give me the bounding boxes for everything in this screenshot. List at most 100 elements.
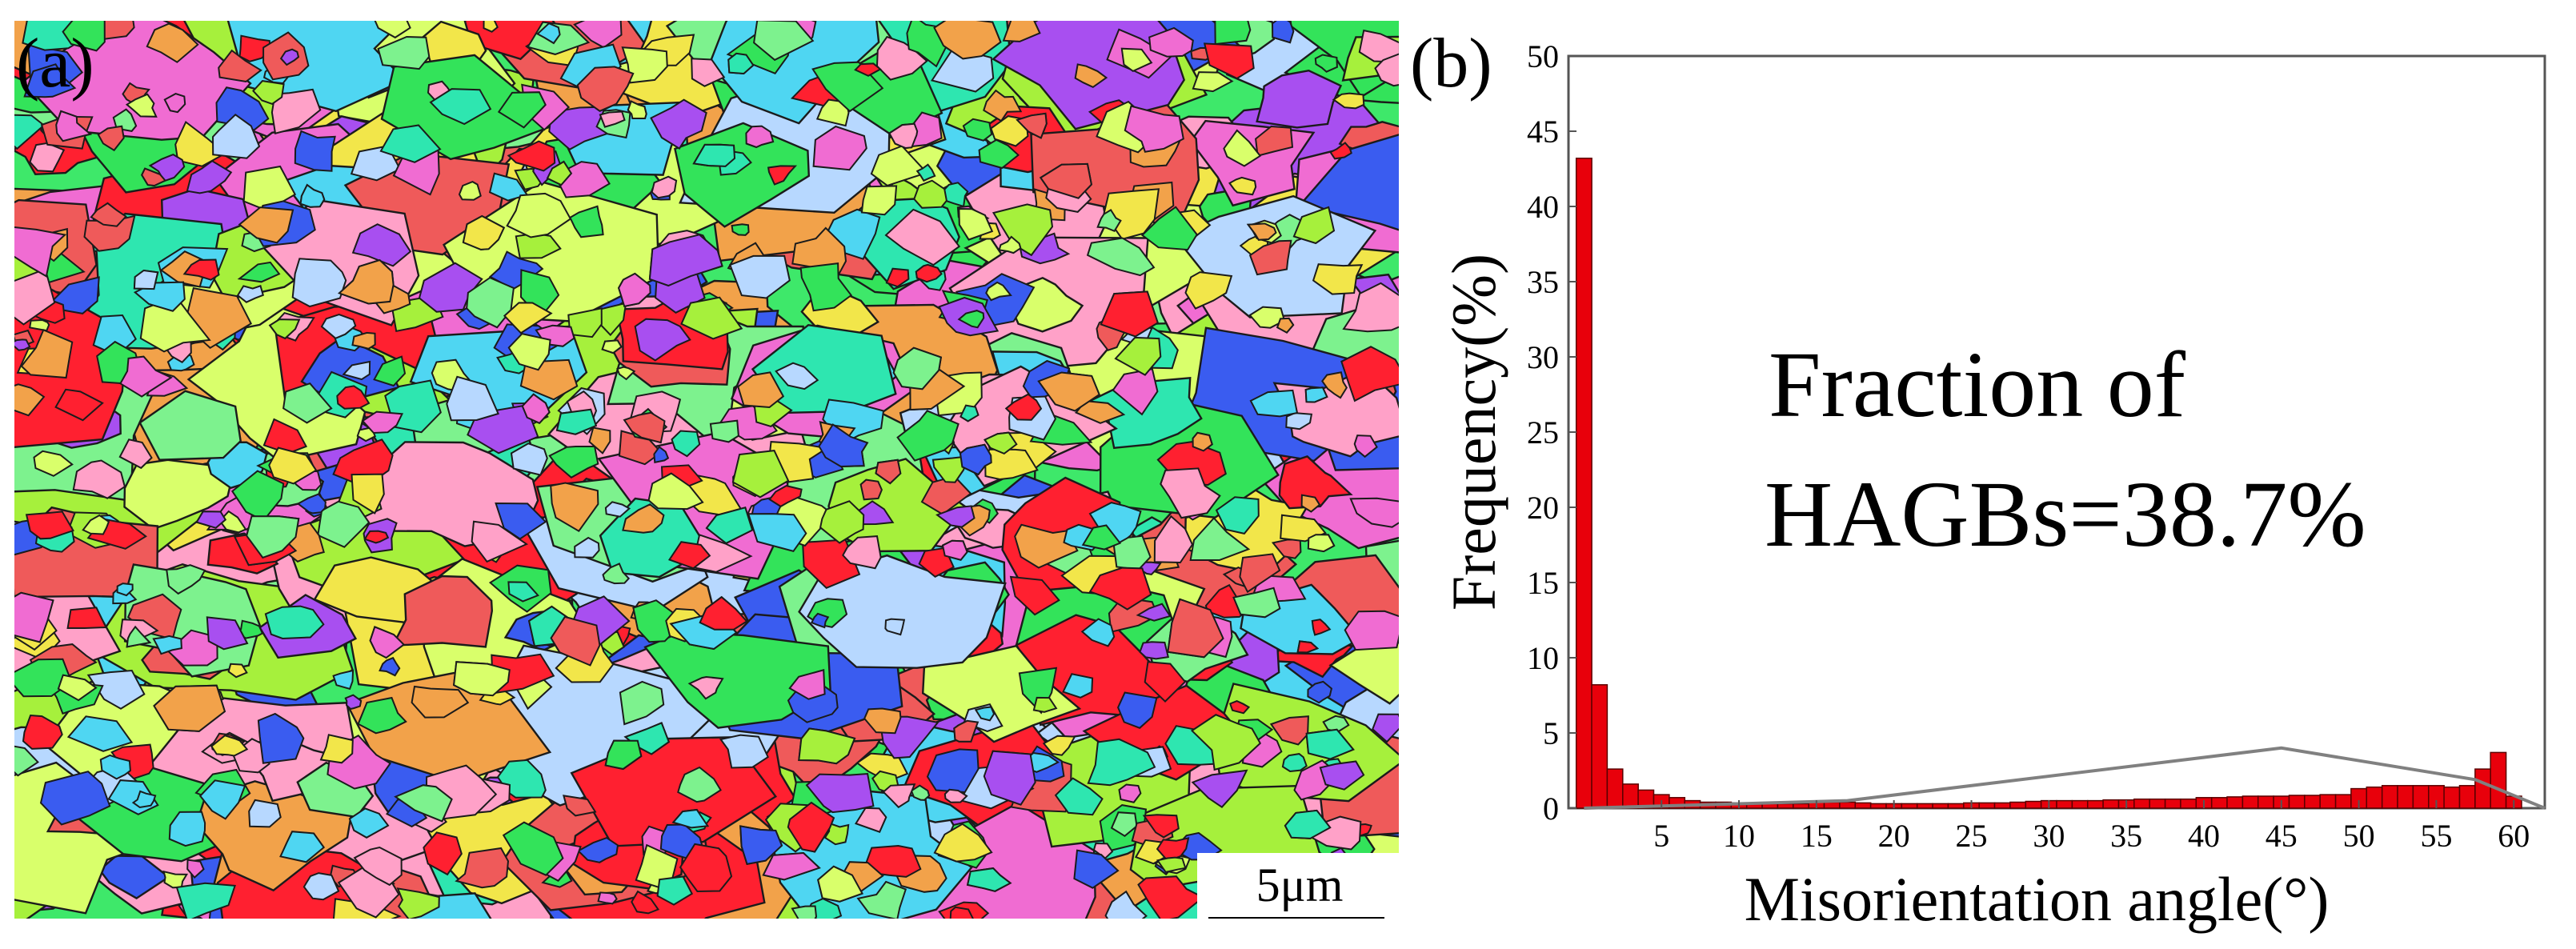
- grain: [351, 223, 412, 267]
- histogram-bar: [1793, 803, 1809, 809]
- grain: [546, 160, 573, 186]
- histogram-bar: [1823, 801, 1841, 809]
- grain: [351, 331, 376, 350]
- grain: [691, 58, 726, 87]
- grain: [882, 783, 916, 809]
- histogram-bar: [1869, 803, 1887, 809]
- grain: [705, 507, 754, 545]
- grain: [631, 890, 660, 915]
- grain: [152, 635, 182, 655]
- grain: [1009, 575, 1060, 616]
- histogram-bar: [2071, 799, 2089, 809]
- scale-bar-label: 5μm: [1256, 859, 1344, 911]
- grain: [622, 503, 665, 534]
- grain: [1328, 640, 1399, 705]
- grain: [1228, 176, 1257, 196]
- grain: [141, 167, 167, 187]
- grain: [941, 539, 968, 561]
- y-tick-label: 45: [1527, 114, 1559, 150]
- grain: [506, 192, 572, 238]
- grain: [186, 859, 205, 879]
- grain: [823, 822, 850, 846]
- grain: [320, 313, 357, 339]
- histogram-bar: [2241, 795, 2259, 809]
- histogram-bar: [2257, 795, 2274, 809]
- grain: [1139, 641, 1170, 660]
- grain: [1353, 434, 1378, 458]
- grain: [861, 844, 922, 878]
- scale-bar-line: [1208, 917, 1384, 919]
- grain: [1074, 63, 1108, 89]
- grain: [373, 355, 407, 387]
- grain: [787, 801, 835, 853]
- histogram-bar: [1606, 768, 1624, 809]
- grain: [604, 739, 643, 771]
- grain: [805, 772, 875, 814]
- grain: [1054, 777, 1104, 816]
- grain: [1104, 890, 1148, 919]
- grain: [25, 511, 74, 540]
- histogram-bar: [2009, 801, 2027, 809]
- histogram-bar: [2149, 798, 2166, 809]
- grain: [99, 754, 131, 780]
- grain: [14, 591, 54, 643]
- y-axis-title: Frequency(%): [1439, 254, 1508, 611]
- grain: [1073, 849, 1120, 889]
- grain: [1096, 209, 1122, 233]
- grain: [1232, 587, 1281, 619]
- grain: [110, 743, 154, 783]
- grain: [353, 846, 403, 887]
- grain: [943, 788, 968, 803]
- grain: [1228, 700, 1251, 715]
- grain: [1321, 371, 1348, 399]
- grain: [90, 202, 127, 227]
- grain: [429, 88, 492, 126]
- histogram-bar: [2490, 751, 2507, 809]
- grain: [1039, 162, 1092, 199]
- grain: [602, 563, 631, 585]
- grain: [650, 98, 707, 150]
- grain: [175, 882, 236, 919]
- grain: [116, 583, 134, 597]
- grain: [1062, 673, 1094, 699]
- grain: [671, 808, 710, 829]
- grain: [737, 371, 785, 409]
- grain: [984, 431, 1018, 455]
- grain: [699, 595, 748, 631]
- grain: [62, 21, 106, 52]
- grain: [66, 715, 134, 752]
- grain: [236, 619, 264, 639]
- grain: [14, 226, 67, 278]
- grain: [1278, 455, 1353, 510]
- grain: [1246, 222, 1277, 241]
- y-tick-label: 35: [1527, 264, 1559, 300]
- grain: [588, 426, 611, 454]
- grain: [153, 684, 226, 732]
- grain: [268, 318, 301, 340]
- grain: [66, 607, 108, 629]
- grain: [817, 865, 863, 903]
- grain: [54, 388, 104, 422]
- grain: [462, 214, 506, 250]
- grain: [166, 564, 206, 595]
- histogram-bar: [1993, 802, 2011, 809]
- grain: [1344, 610, 1399, 651]
- grain: [20, 328, 74, 379]
- grain: [1087, 738, 1156, 787]
- grain: [1037, 371, 1100, 412]
- grain: [576, 66, 635, 112]
- grain: [910, 784, 931, 801]
- grain: [921, 644, 1082, 743]
- grain: [643, 631, 831, 729]
- x-tick-label: 25: [1955, 818, 1987, 854]
- grain: [495, 502, 547, 540]
- grain: [497, 91, 547, 129]
- histogram-bar: [1978, 802, 1996, 809]
- grain: [618, 272, 651, 308]
- grain: [667, 541, 711, 570]
- grain: [55, 110, 93, 142]
- grain: [29, 142, 66, 173]
- grain: [648, 234, 723, 287]
- grain: [14, 745, 39, 777]
- grain: [252, 80, 285, 106]
